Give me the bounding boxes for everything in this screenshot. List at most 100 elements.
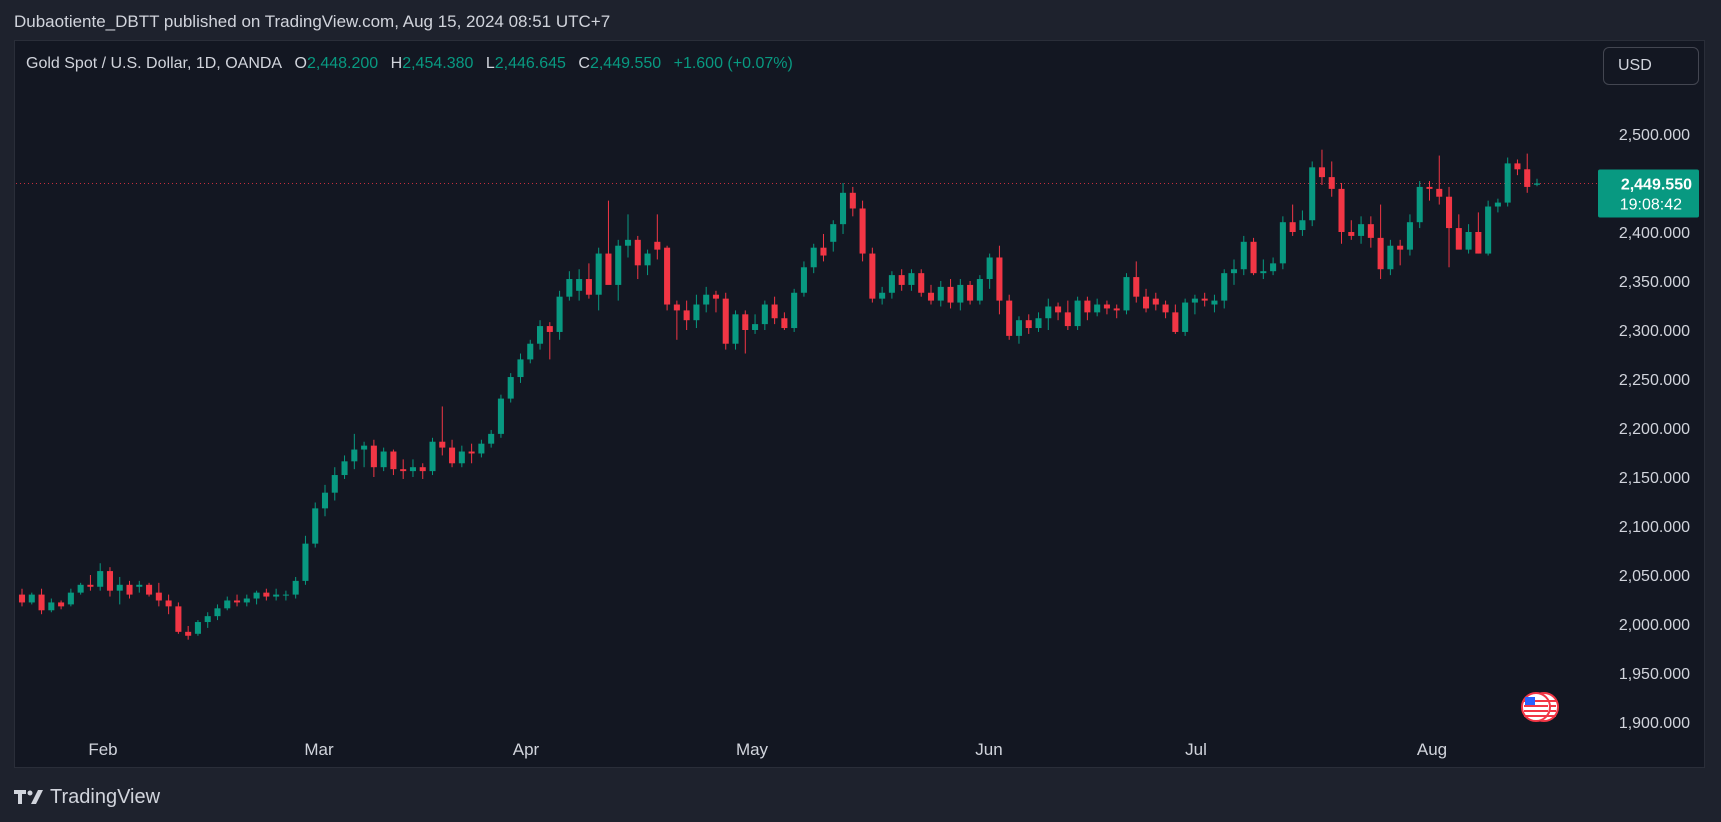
- candle-body: [1260, 271, 1267, 274]
- x-tick-label: Feb: [88, 740, 117, 759]
- candle-body: [224, 600, 231, 609]
- candle-body: [204, 616, 211, 623]
- candle-body: [1094, 304, 1101, 313]
- candle-body: [1084, 300, 1091, 313]
- candle-body: [1426, 186, 1433, 189]
- candle-body: [1446, 196, 1453, 229]
- candle-body: [292, 580, 299, 595]
- candle-body: [1035, 318, 1042, 329]
- candle-body: [1201, 298, 1208, 301]
- candle-body: [722, 298, 729, 344]
- candle-body: [497, 398, 504, 434]
- open-value: 2,448.200: [307, 55, 379, 72]
- candle-body: [67, 592, 74, 605]
- candle-body: [1533, 183, 1541, 185]
- candle-body: [1514, 163, 1521, 170]
- candle-body: [1289, 222, 1296, 232]
- chart-pane[interactable]: [14, 40, 1705, 768]
- low-label: L: [485, 55, 495, 72]
- flag-canton: [1525, 697, 1535, 705]
- price-tag-value: 2,449.550: [1621, 176, 1692, 193]
- candle-body: [282, 594, 289, 596]
- candle-body: [996, 257, 1003, 301]
- candle-body: [1436, 188, 1443, 197]
- y-tick-label: 2,200.000: [1619, 421, 1690, 438]
- currency-button[interactable]: USD: [1603, 47, 1699, 85]
- candle-body: [234, 600, 241, 603]
- candle-body: [1230, 269, 1238, 274]
- y-tick-label: 2,250.000: [1619, 372, 1690, 389]
- y-tick-label: 2,300.000: [1619, 323, 1690, 340]
- candle-body: [1025, 320, 1032, 329]
- candle-body: [214, 608, 221, 617]
- candle-body: [752, 324, 759, 330]
- candle-body: [1416, 186, 1423, 223]
- x-tick-label: Apr: [513, 740, 540, 759]
- candle-body: [1406, 222, 1413, 250]
- candle-body: [976, 279, 983, 301]
- low-value: 2,446.645: [494, 55, 566, 72]
- candle-body: [243, 598, 250, 603]
- y-tick-label: 2,050.000: [1619, 568, 1690, 585]
- candle-body: [253, 592, 260, 599]
- ohlc-legend: Gold Spot / U.S. Dollar, 1D, OANDA O2,44…: [26, 53, 793, 75]
- candle-body: [595, 253, 602, 295]
- symbol-title[interactable]: Gold Spot / U.S. Dollar, 1D, OANDA: [26, 55, 283, 72]
- candle-body: [615, 245, 622, 285]
- y-tick-label: 2,100.000: [1619, 519, 1690, 536]
- flag-stripe: [1524, 705, 1548, 707]
- candle-body: [1318, 167, 1325, 178]
- x-tick-label: Aug: [1417, 740, 1447, 759]
- candle-body: [439, 441, 446, 448]
- candle-body: [644, 253, 651, 266]
- candle-body: [155, 592, 162, 601]
- candle-body: [1064, 312, 1071, 327]
- publisher-line: Dubaotiente_DBTT published on TradingVie…: [14, 12, 611, 31]
- candle-body: [1348, 232, 1355, 236]
- flag-stripe: [1524, 700, 1548, 702]
- candle-body: [1299, 220, 1306, 231]
- us-flag-event-icon[interactable]: [1521, 692, 1551, 722]
- x-tick-label: Jul: [1185, 740, 1207, 759]
- candle-body: [585, 279, 592, 295]
- candle-body: [742, 314, 749, 330]
- candle-body: [693, 304, 700, 321]
- flag-stripe: [1524, 715, 1548, 717]
- candle-body: [194, 622, 201, 634]
- y-tick-label: 2,150.000: [1619, 470, 1690, 487]
- y-tick-label: 2,500.000: [1619, 127, 1690, 144]
- candle-body: [1211, 300, 1218, 305]
- candle-body: [1524, 169, 1531, 187]
- candle-body: [957, 284, 964, 303]
- candle-body: [400, 469, 407, 472]
- candle-body: [165, 600, 172, 607]
- candle-body: [136, 584, 143, 587]
- candle-body: [48, 602, 55, 611]
- candle-body: [517, 359, 524, 378]
- candle-body: [1123, 277, 1130, 311]
- candle-body: [1338, 188, 1345, 232]
- candle-body: [312, 508, 319, 544]
- candle-body: [781, 318, 788, 329]
- tradingview-footer[interactable]: TradingView: [14, 784, 160, 810]
- candle-body: [732, 314, 739, 344]
- candle-body: [468, 451, 475, 454]
- x-tick-label: Mar: [304, 740, 334, 759]
- candle-body: [302, 543, 309, 581]
- candle-body: [937, 286, 944, 301]
- candle-body: [458, 451, 465, 464]
- candle-body: [507, 377, 514, 399]
- candle-body: [605, 253, 612, 285]
- candle-body: [18, 594, 26, 603]
- candle-body: [38, 594, 45, 611]
- candle-body: [1328, 177, 1335, 189]
- candle-body: [898, 275, 905, 285]
- candle-body: [859, 208, 866, 254]
- candle-body: [1143, 296, 1150, 309]
- candle-body: [1006, 300, 1013, 336]
- last-price-tag: 2,449.550 19:08:42: [1598, 169, 1699, 218]
- candle-body: [87, 584, 94, 587]
- candle-body: [888, 275, 895, 293]
- candle-body: [1309, 167, 1316, 221]
